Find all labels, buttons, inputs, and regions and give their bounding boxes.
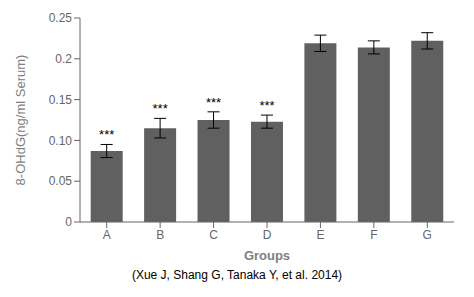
svg-text:***: *** (153, 101, 168, 116)
svg-text:0.25: 0.25 (49, 11, 73, 25)
svg-text:0: 0 (65, 215, 72, 229)
svg-text:D: D (263, 228, 272, 242)
svg-text:0.2: 0.2 (55, 52, 72, 66)
svg-text:8-OHdG(ng/ml Serum): 8-OHdG(ng/ml Serum) (13, 55, 28, 186)
svg-text:C: C (209, 228, 218, 242)
svg-text:***: *** (99, 127, 114, 142)
svg-text:B: B (156, 228, 164, 242)
svg-text:***: *** (259, 98, 274, 113)
svg-text:0.05: 0.05 (49, 174, 73, 188)
svg-text:***: *** (206, 95, 221, 110)
svg-text:0.15: 0.15 (49, 93, 73, 107)
svg-text:0.10: 0.10 (49, 134, 73, 148)
svg-text:G: G (423, 228, 432, 242)
html-text:(Xue J, Shang G, Tanaka Y, et: (Xue J, Shang G, Tanaka Y, et al. 2014) (131, 268, 343, 282)
svg-text:A: A (103, 228, 111, 242)
svg-text:Groups: Groups (244, 248, 290, 263)
svg-text:F: F (370, 228, 377, 242)
svg-text:E: E (316, 228, 324, 242)
